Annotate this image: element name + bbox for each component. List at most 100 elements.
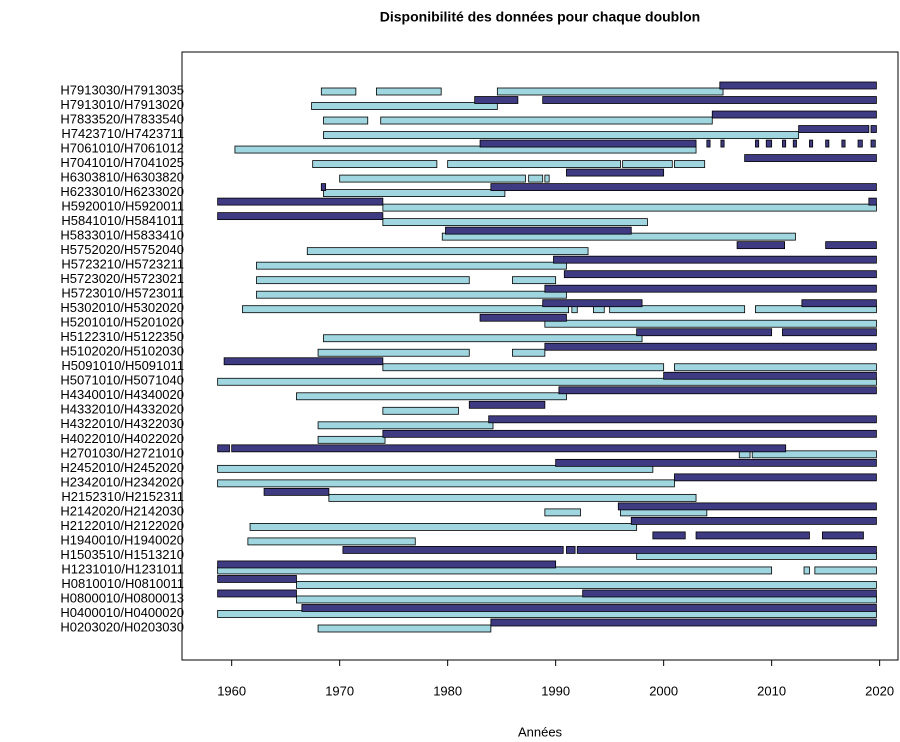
availability-span [323,334,643,343]
availability-span [231,444,787,453]
availability-span [868,197,877,206]
availability-span [317,421,494,430]
row-label: H5091010/H5091011 [61,358,184,373]
availability-span [301,604,877,612]
x-tick-label: 1990 [541,683,570,698]
availability-span [542,299,643,308]
availability-span [841,139,846,148]
availability-span [496,87,724,96]
row-label: H7061010/H7061012 [60,140,184,155]
availability-span [468,400,546,409]
availability-span [312,160,438,168]
availability-span [870,139,876,148]
availability-span [576,546,877,554]
availability-span [674,473,877,482]
row-label: H5752020/H5752040 [60,242,184,257]
row-label: H1940010/H1940020 [60,532,184,547]
availability-span [479,139,697,148]
availability-span [296,392,567,401]
x-tick-label: 1970 [325,683,354,698]
availability-span [242,305,570,314]
availability-span [217,197,384,206]
availability-span [798,125,870,133]
availability-span [512,348,546,357]
row-label: H7423710/H7423711 [61,126,184,141]
row-label: H2142020/H2142030 [60,503,184,518]
availability-span [317,348,470,357]
availability-span [317,435,386,444]
plot-frame [181,51,899,661]
availability-span [566,546,576,554]
availability-span [382,218,648,227]
availability-span [339,174,526,183]
availability-span [382,406,459,415]
availability-span [234,145,697,154]
availability-span [555,458,877,467]
row-label: H2152310/H2152311 [61,489,184,504]
availability-span [622,160,673,168]
row-label: H5102020/H5102030 [60,344,184,359]
availability-span [217,479,675,488]
availability-span [801,299,877,308]
availability-span [544,319,877,328]
availability-span [217,589,297,598]
availability-span [296,581,877,589]
x-axis-title: Années [518,724,563,739]
availability-span [751,450,877,459]
availability-span [825,139,830,148]
availability-span [317,624,492,633]
availability-span [217,377,877,386]
availability-span [263,487,330,496]
availability-span [814,566,877,575]
availability-span [792,139,797,148]
availability-span [320,183,327,191]
row-label: H7833520/H7833540 [60,111,184,126]
availability-span [382,203,877,212]
row-label: H1231010/H1231011 [61,561,184,576]
row-label: H5833010/H5833410 [60,228,184,243]
availability-span [782,139,787,148]
availability-span [566,168,665,177]
availability-span [328,493,697,502]
row-label: H4340010/H4340020 [60,387,184,402]
availability-span [323,189,506,197]
availability-span [755,139,760,148]
availability-span [217,444,230,453]
availability-span [342,546,564,554]
row-label: H5302010/H5302020 [60,300,184,315]
chart-title: Disponibilité des données pour chaque do… [380,9,700,25]
availability-span [542,96,877,104]
availability-span [765,139,773,148]
availability-span [582,589,877,598]
availability-span [544,342,877,351]
availability-span [674,363,877,372]
availability-span [320,87,357,96]
availability-span [217,212,384,221]
availability-span [490,183,877,191]
row-label: H6233010/H6233020 [60,184,184,199]
availability-span [528,174,544,183]
availability-span [223,357,384,366]
x-tick-label: 2010 [757,683,786,698]
availability-span [706,139,711,148]
availability-span [382,429,877,438]
row-label: H4332010/H4332020 [60,402,184,417]
availability-span [249,523,638,531]
row-label: H7913010/H7913020 [60,97,184,112]
availability-span [217,575,297,583]
row-label: H2122010/H2122020 [60,518,184,533]
row-label: H7041010/H7041025 [60,155,184,170]
availability-span [663,371,877,380]
availability-span [617,502,877,511]
availability-span [857,139,863,148]
row-label: H5920010/H5920011 [61,199,184,214]
availability-span [479,313,567,322]
availability-span [544,174,550,183]
availability-span [512,276,557,285]
availability-span [256,276,470,285]
row-label: H0400010/H0400020 [60,605,184,620]
row-label: H2701030/H2721010 [60,445,184,460]
availability-span [217,560,557,569]
availability-span [323,131,800,139]
row-label: H4322010/H4322030 [60,416,184,431]
